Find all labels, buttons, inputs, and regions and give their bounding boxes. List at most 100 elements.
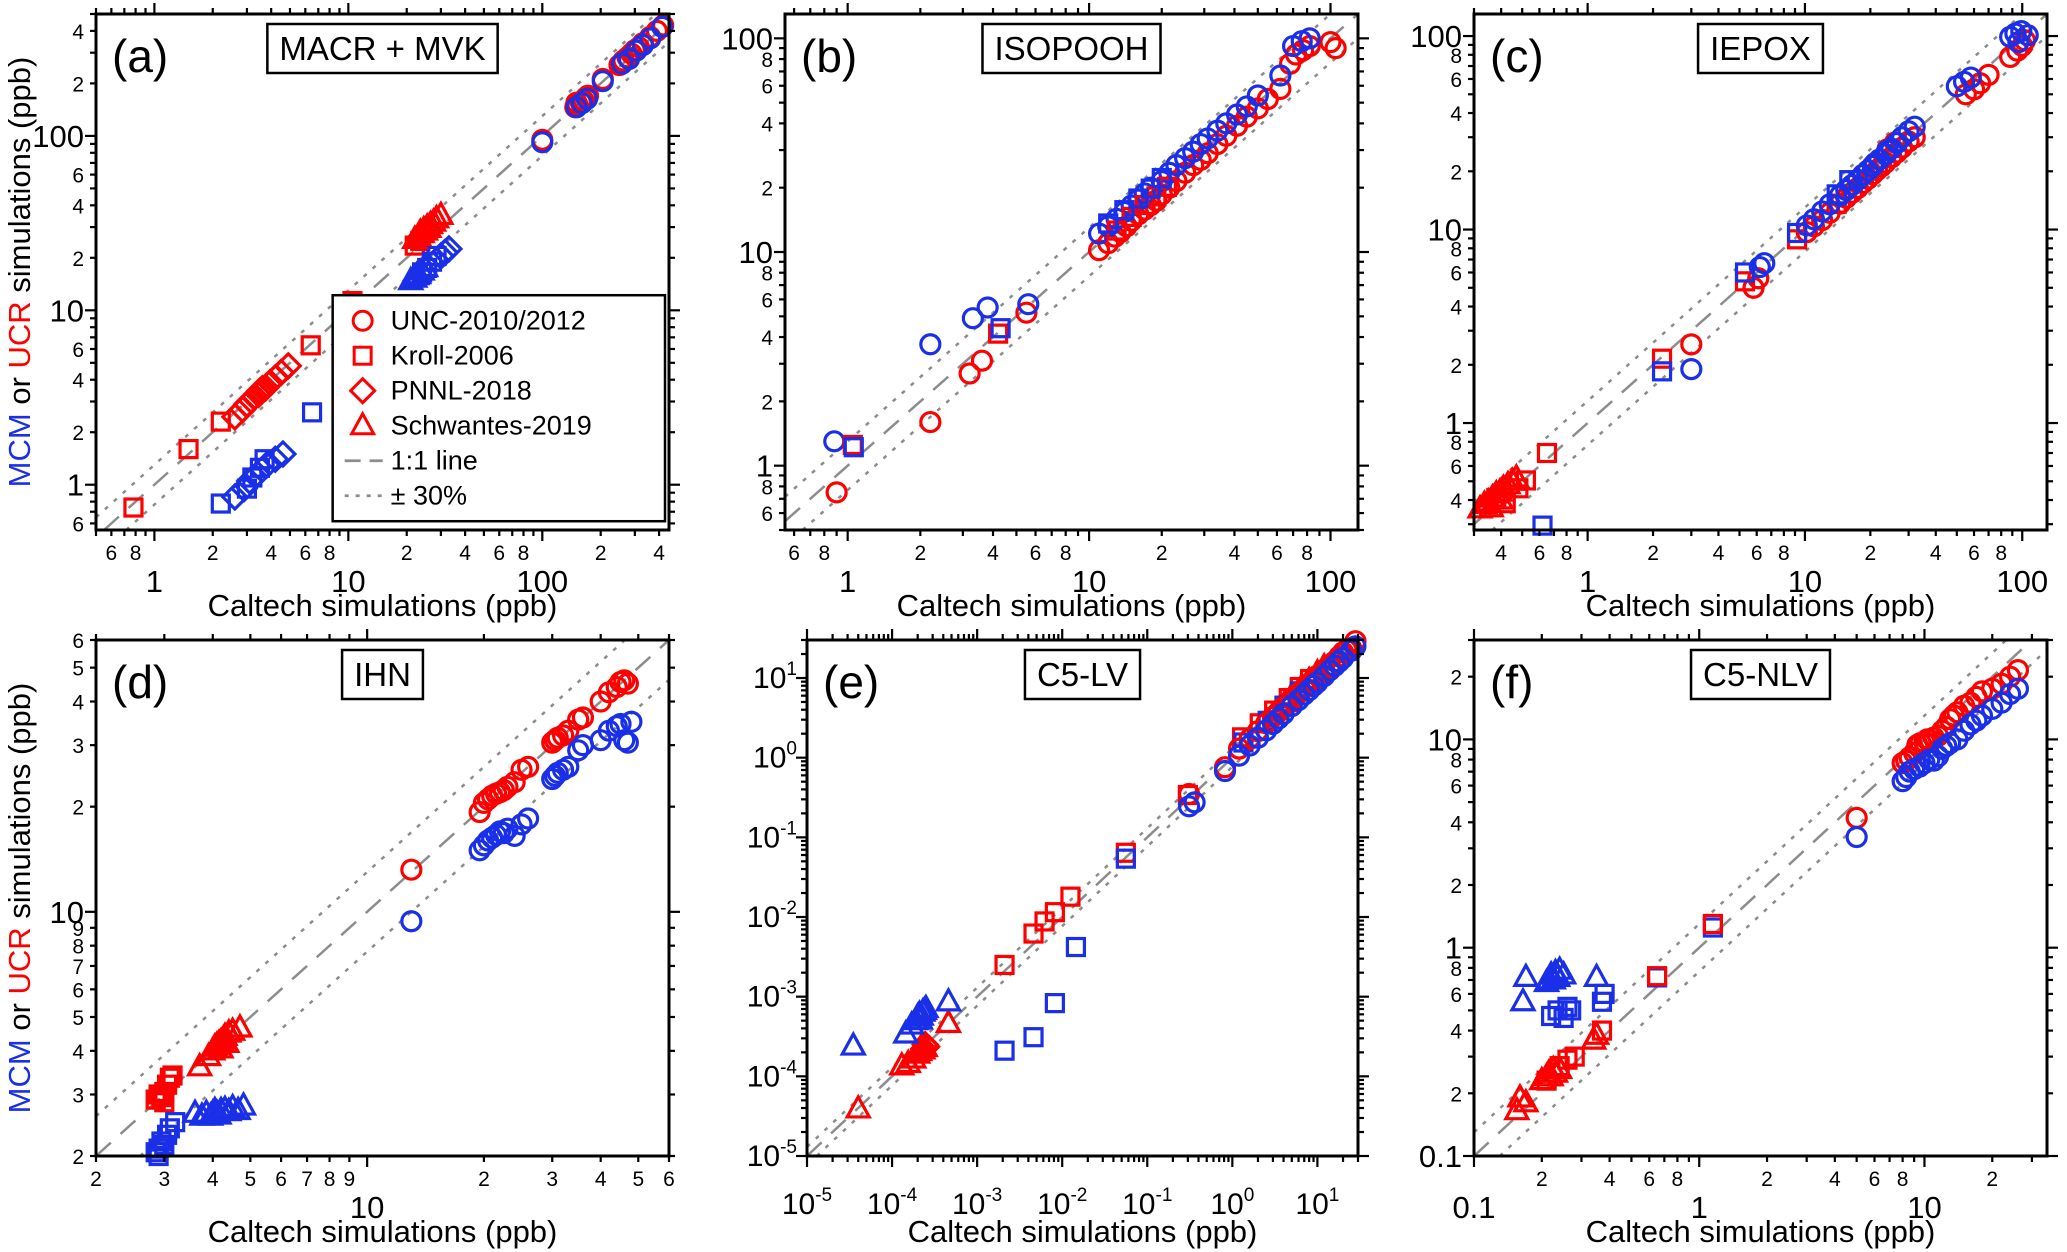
- svg-text:4: 4: [1829, 1168, 1841, 1191]
- svg-text:4: 4: [1229, 542, 1241, 565]
- svg-text:4: 4: [1450, 297, 1462, 320]
- svg-text:0.1: 0.1: [1419, 1139, 1462, 1174]
- svg-text:8: 8: [324, 1168, 336, 1191]
- series-d-MCM-circle: [400, 710, 643, 933]
- svg-text:4: 4: [459, 542, 471, 565]
- svg-text:6: 6: [275, 1168, 287, 1191]
- svg-text:4: 4: [761, 327, 773, 350]
- panel-title: C5-LV: [1037, 656, 1128, 693]
- svg-text:6: 6: [1450, 776, 1462, 799]
- svg-text:8: 8: [1561, 542, 1573, 565]
- svg-text:6: 6: [761, 76, 773, 99]
- series-a-UCR-triangle: [401, 200, 455, 250]
- svg-text:2: 2: [1761, 1168, 1773, 1191]
- svg-text:4: 4: [595, 1168, 607, 1191]
- svg-text:2: 2: [1865, 542, 1877, 565]
- svg-text:8: 8: [761, 263, 773, 286]
- svg-text:100: 100: [721, 21, 773, 56]
- svg-text:100: 100: [516, 564, 568, 599]
- panel-a-cell: 6 8 1 2 4 6 8 10 2 4 6 8 100 2 4 6 1 2 4 6 10 2 4 6 100 2 4 (a) MACR…: [0, 0, 689, 626]
- panel-title-box: [981, 22, 1162, 75]
- svg-text:101: 101: [753, 659, 797, 695]
- svg-text:2: 2: [1536, 1168, 1548, 1191]
- series-f-MCM-triangle: [1509, 954, 1611, 1012]
- axis-ticks: [774, 3, 1369, 541]
- svg-text:4: 4: [72, 21, 84, 44]
- svg-text:4: 4: [653, 542, 665, 565]
- panel-e-plot: 10-5 10-4 10-3 10-2 10-1 100 10110-510-410-310…: [747, 629, 1369, 1249]
- panel-letter: (d): [112, 656, 168, 708]
- panel-b-cell: 6 8 1 2 4 6 8 10 2 4 6 8 100 6 8 1 2 4 6 8 10 2 4 6 8 100 (b) ISOPO…: [689, 0, 1378, 626]
- panel-title: ISOPOOH: [994, 30, 1148, 67]
- svg-text:3: 3: [158, 1168, 170, 1191]
- axis-ticks: [796, 629, 1369, 1167]
- svg-text:6: 6: [1450, 456, 1462, 479]
- svg-text:6: 6: [493, 542, 505, 565]
- svg-text:3: 3: [72, 735, 84, 758]
- series-a-MCM-circle: [531, 15, 674, 154]
- svg-text:8: 8: [130, 542, 142, 565]
- x-axis-title: Caltech simulations (ppb): [1586, 588, 1936, 623]
- svg-text:8: 8: [761, 49, 773, 72]
- legend-item-label: ± 30%: [391, 481, 467, 511]
- svg-text:10: 10: [739, 235, 773, 270]
- panel-title: IHN: [354, 656, 411, 693]
- svg-text:8: 8: [1778, 542, 1790, 565]
- svg-text:1: 1: [146, 564, 163, 599]
- panel-title-box: [1023, 648, 1142, 701]
- svg-text:6: 6: [1450, 69, 1462, 92]
- svg-text:8: 8: [761, 476, 773, 499]
- svg-text:4: 4: [1450, 490, 1462, 513]
- svg-text:5: 5: [72, 1007, 84, 1030]
- svg-text:4: 4: [1604, 1168, 1616, 1191]
- svg-text:6: 6: [1869, 1168, 1881, 1191]
- reference-lines: [1473, 13, 2048, 531]
- x-axis-title: Caltech simulations (ppb): [208, 1214, 558, 1249]
- svg-text:10: 10: [50, 895, 84, 930]
- plot-frame: [1472, 638, 2049, 1158]
- svg-text:2: 2: [72, 1146, 84, 1169]
- svg-text:10-4: 10-4: [747, 1057, 798, 1093]
- series-b-UCR-circle: [825, 31, 1347, 504]
- svg-text:8: 8: [1450, 238, 1462, 261]
- axis-ticks: [1463, 3, 2058, 541]
- svg-text:2: 2: [595, 542, 607, 565]
- svg-text:6: 6: [1968, 542, 1980, 565]
- svg-text:6: 6: [1643, 1168, 1655, 1191]
- svg-text:2: 2: [1156, 542, 1168, 565]
- svg-text:4: 4: [1450, 103, 1462, 126]
- series-e-MCM-circle: [1177, 635, 1367, 818]
- legend-item-label: 1:1 line: [391, 446, 478, 476]
- svg-text:10: 10: [1428, 213, 1462, 248]
- svg-text:6: 6: [72, 165, 84, 188]
- svg-text:2: 2: [1450, 161, 1462, 184]
- svg-text:6: 6: [1751, 542, 1763, 565]
- svg-text:8: 8: [1672, 1168, 1684, 1191]
- series-f-MCM-circle: [1845, 677, 2030, 849]
- panel-title-box: [340, 648, 425, 701]
- svg-text:8: 8: [324, 542, 336, 565]
- svg-text:6: 6: [788, 542, 800, 565]
- svg-text:3: 3: [546, 1168, 558, 1191]
- svg-text:1: 1: [1691, 1190, 1708, 1225]
- svg-text:10-1: 10-1: [747, 818, 797, 854]
- svg-text:5: 5: [632, 1168, 644, 1191]
- svg-text:2: 2: [72, 248, 84, 271]
- legend-item-label: PNNL-2018: [391, 376, 532, 406]
- svg-text:4: 4: [761, 113, 773, 136]
- svg-text:7: 7: [301, 1168, 313, 1191]
- series-e-MCM-triangle: [839, 986, 963, 1056]
- panel-title: C5-NLV: [1703, 656, 1818, 693]
- svg-text:8: 8: [1301, 542, 1313, 565]
- x-axis-title: Caltech simulations (ppb): [897, 588, 1247, 623]
- panel-title: MACR + MVK: [279, 30, 485, 67]
- legend-item-label: Kroll-2006: [391, 341, 514, 371]
- svg-text:1: 1: [839, 564, 856, 599]
- svg-text:8: 8: [1060, 542, 1072, 565]
- svg-text:6: 6: [72, 339, 84, 362]
- svg-text:4: 4: [987, 542, 999, 565]
